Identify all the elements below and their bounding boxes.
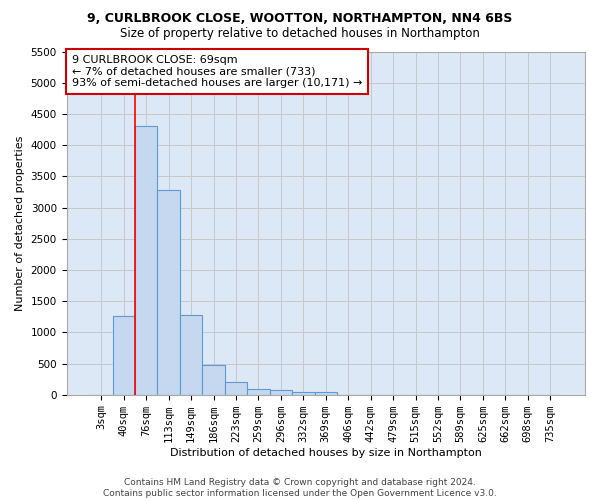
Bar bbox=[292, 392, 314, 394]
Bar bbox=[269, 390, 292, 394]
Bar bbox=[135, 126, 157, 394]
X-axis label: Distribution of detached houses by size in Northampton: Distribution of detached houses by size … bbox=[170, 448, 482, 458]
Bar bbox=[180, 316, 202, 394]
Bar bbox=[202, 365, 225, 394]
Text: 9 CURLBROOK CLOSE: 69sqm
← 7% of detached houses are smaller (733)
93% of semi-d: 9 CURLBROOK CLOSE: 69sqm ← 7% of detache… bbox=[72, 55, 362, 88]
Bar bbox=[314, 392, 337, 394]
Bar bbox=[247, 389, 269, 394]
Text: Size of property relative to detached houses in Northampton: Size of property relative to detached ho… bbox=[120, 28, 480, 40]
Bar bbox=[157, 190, 180, 394]
Bar bbox=[225, 382, 247, 394]
Y-axis label: Number of detached properties: Number of detached properties bbox=[15, 136, 25, 311]
Text: Contains HM Land Registry data © Crown copyright and database right 2024.
Contai: Contains HM Land Registry data © Crown c… bbox=[103, 478, 497, 498]
Bar bbox=[113, 316, 135, 394]
Text: 9, CURLBROOK CLOSE, WOOTTON, NORTHAMPTON, NN4 6BS: 9, CURLBROOK CLOSE, WOOTTON, NORTHAMPTON… bbox=[88, 12, 512, 26]
